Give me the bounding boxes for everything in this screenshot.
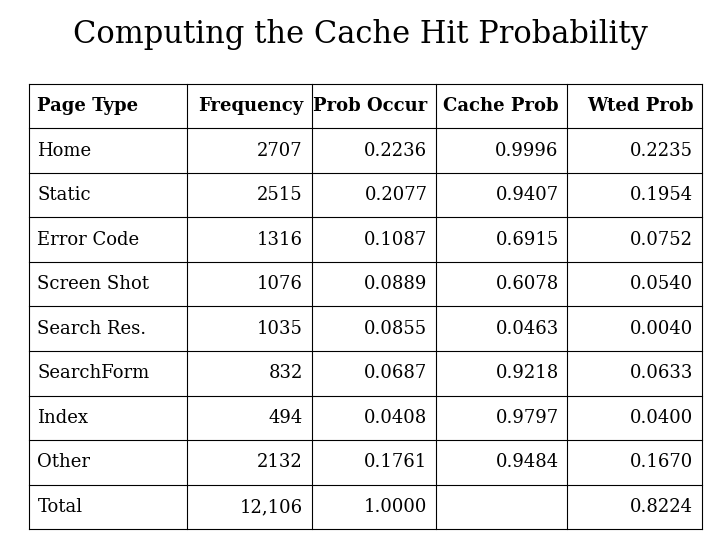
Text: Prob Occur: Prob Occur: [313, 97, 428, 115]
Text: 2707: 2707: [257, 141, 303, 159]
Text: 1316: 1316: [257, 231, 303, 248]
Text: 1.0000: 1.0000: [364, 498, 428, 516]
Text: 0.0687: 0.0687: [364, 364, 428, 382]
Text: 0.1954: 0.1954: [630, 186, 693, 204]
Text: 832: 832: [269, 364, 303, 382]
Text: Total: Total: [37, 498, 83, 516]
Text: 0.9996: 0.9996: [495, 141, 559, 159]
Text: Error Code: Error Code: [37, 231, 140, 248]
Text: 0.9797: 0.9797: [495, 409, 559, 427]
Text: 0.0633: 0.0633: [630, 364, 693, 382]
Text: 0.1087: 0.1087: [364, 231, 428, 248]
Text: 2132: 2132: [257, 454, 303, 471]
Text: 0.0855: 0.0855: [364, 320, 428, 338]
Text: Page Type: Page Type: [37, 97, 138, 115]
Text: 0.6078: 0.6078: [495, 275, 559, 293]
Text: Static: Static: [37, 186, 91, 204]
Text: 0.9218: 0.9218: [495, 364, 559, 382]
Text: Wted Prob: Wted Prob: [587, 97, 693, 115]
Text: 0.1761: 0.1761: [364, 454, 428, 471]
Text: 0.0540: 0.0540: [630, 275, 693, 293]
Text: 1035: 1035: [257, 320, 303, 338]
Text: 0.2235: 0.2235: [631, 141, 693, 159]
Text: 0.6915: 0.6915: [495, 231, 559, 248]
Text: 0.2077: 0.2077: [364, 186, 428, 204]
Text: Computing the Cache Hit Probability: Computing the Cache Hit Probability: [73, 19, 647, 50]
Text: 0.0400: 0.0400: [630, 409, 693, 427]
Text: 0.0463: 0.0463: [495, 320, 559, 338]
Text: SearchForm: SearchForm: [37, 364, 150, 382]
Text: 2515: 2515: [257, 186, 303, 204]
Text: 0.2236: 0.2236: [364, 141, 428, 159]
Text: Home: Home: [37, 141, 91, 159]
Text: 0.0889: 0.0889: [364, 275, 428, 293]
Text: Cache Prob: Cache Prob: [443, 97, 559, 115]
Text: 12,106: 12,106: [240, 498, 303, 516]
Text: 0.0752: 0.0752: [631, 231, 693, 248]
Text: 1076: 1076: [257, 275, 303, 293]
Text: Frequency: Frequency: [198, 97, 303, 115]
Text: Index: Index: [37, 409, 89, 427]
Text: Search Res.: Search Res.: [37, 320, 147, 338]
Text: 0.9407: 0.9407: [495, 186, 559, 204]
Text: 494: 494: [269, 409, 303, 427]
Text: 0.0040: 0.0040: [630, 320, 693, 338]
Text: 0.9484: 0.9484: [495, 454, 559, 471]
Text: Screen Shot: Screen Shot: [37, 275, 150, 293]
Text: Other: Other: [37, 454, 91, 471]
Text: 0.0408: 0.0408: [364, 409, 428, 427]
Text: 0.8224: 0.8224: [631, 498, 693, 516]
Text: 0.1670: 0.1670: [630, 454, 693, 471]
